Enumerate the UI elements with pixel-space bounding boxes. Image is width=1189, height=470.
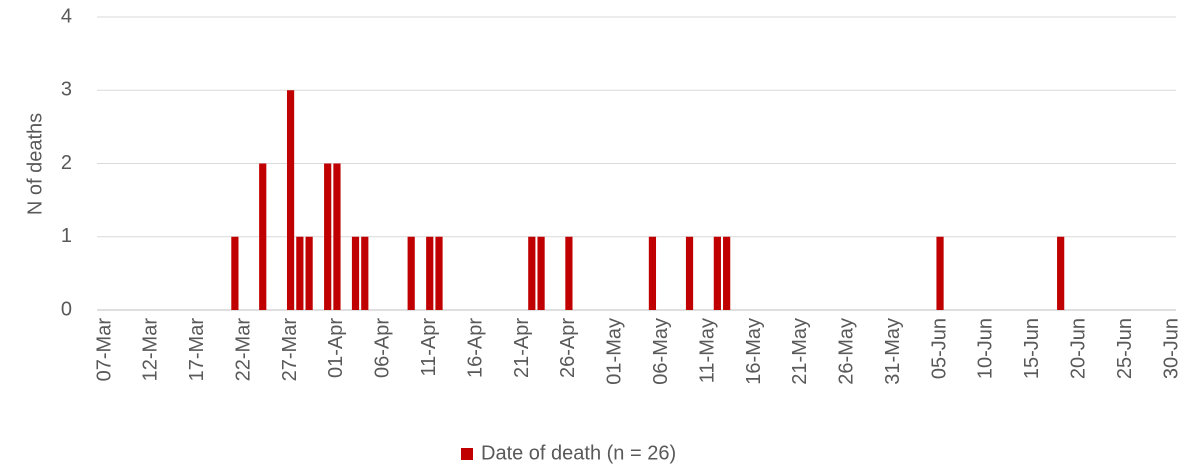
bar (259, 163, 267, 310)
x-tick-label: 11-May (696, 318, 718, 383)
bar (565, 236, 573, 310)
bar (537, 236, 545, 310)
bar (231, 236, 239, 310)
x-tick-label: 21-Apr (511, 318, 533, 378)
x-tick-label: 01-May (604, 318, 626, 385)
bar (1057, 236, 1065, 310)
y-tick-label: 1 (61, 225, 72, 247)
y-tick-label: 3 (61, 79, 72, 101)
x-tick-label: 06-Apr (372, 318, 394, 378)
x-tick-label: 25-Jun (1114, 318, 1136, 379)
x-tick-label: 01-Apr (325, 318, 347, 378)
x-tick-label: 06-May (650, 318, 672, 385)
x-tick-label: 21-May (789, 318, 811, 385)
y-tick-label: 2 (61, 152, 72, 174)
bar (435, 236, 443, 310)
x-tick-label: 16-May (743, 318, 765, 385)
y-axis-title: N of deaths (24, 113, 46, 215)
y-tick-label: 0 (61, 298, 72, 320)
bar (286, 90, 295, 310)
bar (296, 236, 304, 310)
bar (936, 236, 944, 310)
legend-swatch (461, 448, 473, 460)
x-tick-label: 27-Mar (279, 318, 301, 382)
x-tick-label: 07-Mar (93, 318, 115, 382)
x-tick-label: 10-Jun (975, 318, 997, 379)
bar (648, 236, 657, 310)
x-tick-label: 26-Apr (557, 318, 579, 378)
x-tick-label: 20-Jun (1067, 318, 1089, 379)
x-tick-label: 30-Jun (1160, 318, 1182, 379)
x-tick-label: 16-Apr (464, 318, 486, 378)
bar (305, 236, 313, 310)
bar (361, 236, 369, 310)
bar (723, 236, 731, 310)
x-tick-label: 26-May (836, 318, 858, 385)
bar (685, 236, 694, 310)
bar (407, 236, 415, 310)
bar (333, 163, 341, 310)
bar (324, 163, 332, 310)
bar (528, 236, 536, 310)
x-tick-label: 31-May (882, 318, 904, 385)
x-tick-label: 22-Mar (232, 318, 254, 382)
x-tick-label: 15-Jun (1021, 318, 1043, 379)
bar (351, 236, 360, 310)
bar (713, 236, 721, 310)
x-tick-label: 12-Mar (140, 318, 162, 382)
x-tick-label: 11-Apr (418, 318, 440, 377)
x-tick-label: 05-Jun (928, 318, 950, 379)
y-tick-label: 4 (61, 5, 72, 27)
legend-label: Date of death (n = 26) (481, 442, 676, 464)
x-tick-label: 17-Mar (186, 318, 208, 382)
bar (426, 236, 434, 310)
